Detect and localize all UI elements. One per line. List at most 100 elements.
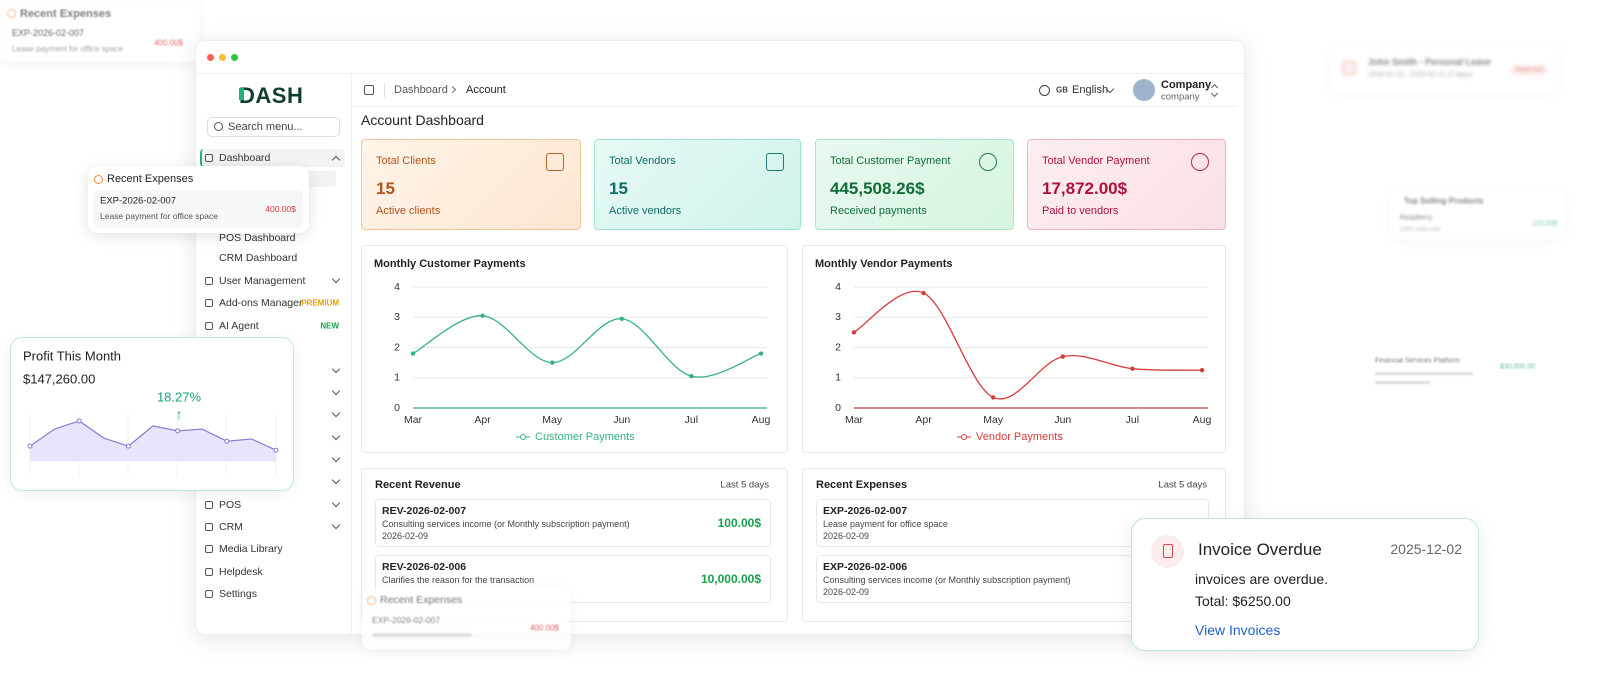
breadcrumb-sep (448, 85, 457, 94)
header-divider (384, 83, 385, 97)
x-tick-label: Mar (845, 414, 864, 426)
data-point (76, 418, 82, 424)
item-date: 2026-02-09 (823, 531, 870, 541)
stat-card: Total Vendors 15 Active vendors (594, 139, 801, 230)
card-period: Last 5 days (720, 479, 769, 491)
stat-card: Total Vendor Payment 17,872.00$ Paid to ve… (1027, 139, 1226, 230)
clock-icon (94, 175, 103, 184)
profit-amount: $147,260.00 (23, 371, 96, 387)
view-invoices-link[interactable]: View Invoices (1195, 622, 1281, 638)
expense-popup: Recent Expenses EXP-2026-02-007 Lease paym… (88, 166, 309, 233)
legend-swatch (961, 434, 967, 440)
placeholder-bar (1375, 372, 1473, 375)
stat-subtitle: Received payments (830, 205, 927, 217)
legend-swatch (520, 434, 526, 440)
invoice-total: Total: $6250.00 (1195, 593, 1291, 609)
chevron (331, 408, 341, 418)
invoice-icon-doc (1163, 544, 1173, 558)
invoice-title: Invoice Overdue (1198, 540, 1322, 559)
data-point (410, 351, 416, 356)
up-arrow: ↑ (175, 406, 183, 422)
chart: Monthly Vendor Payments 0 1 2 3 4 Mar Apr May Jun… (815, 258, 1211, 443)
data-point (480, 313, 485, 318)
nav-item: Settings (219, 588, 257, 600)
chevron (331, 364, 341, 374)
popup-title: Recent Expenses (107, 173, 194, 185)
x-tick-label: Jun (1054, 414, 1071, 426)
chevron (331, 498, 341, 508)
leave-title: John Smith - Personal Leave (1368, 57, 1492, 67)
x-tick-label: Mar (404, 414, 423, 426)
profit-change: 18.27% (156, 389, 202, 405)
stat-title: Total Vendor Payment (1042, 155, 1150, 167)
nav-badge: PREMIUM (301, 298, 339, 308)
invoice-card: Invoice Overdue 2025-12-02 invoices are ov… (1131, 518, 1479, 651)
x-tick-label: Aug (752, 414, 771, 426)
data-point (273, 447, 279, 453)
placeholder-bar (1375, 381, 1430, 384)
card-title: Recent Expenses (816, 479, 908, 491)
item-desc: Lease payment for office space (823, 519, 948, 529)
chart-card (361, 245, 788, 453)
clock-icon (367, 596, 376, 605)
stat-icon (546, 153, 564, 171)
data-point (550, 360, 555, 365)
nav-icon (205, 501, 213, 509)
chart-title: Monthly Customer Payments (374, 258, 526, 270)
data-point (1199, 367, 1205, 373)
item-id: REV-2026-02-006 (382, 561, 467, 573)
y-tick-label: 2 (835, 341, 841, 353)
y-tick-label: 1 (394, 372, 400, 384)
y-tick-label: 3 (394, 311, 400, 323)
nav-item: Helpdesk (219, 566, 263, 578)
invoice-message: invoices are overdue. (1195, 571, 1329, 587)
card-title: Recent Revenue (375, 479, 461, 491)
expense-id: EXP-2026-02-007 (100, 195, 177, 207)
line-series (412, 315, 762, 378)
nav-icon (205, 322, 213, 330)
data-point (1060, 354, 1065, 359)
language: English (1072, 84, 1109, 96)
nav-icon (205, 299, 213, 307)
user-name: Company (1161, 79, 1212, 91)
nav-icon (205, 154, 213, 162)
nav-item: User Management (219, 275, 306, 287)
logo: DASH (239, 83, 304, 108)
y-tick-label: 2 (394, 341, 400, 353)
y-tick-label: 0 (394, 402, 400, 414)
nav-item: Add-ons Manager (219, 297, 303, 309)
profit-card: Profit This Month $147,260.00 18.27% ↑ (10, 337, 294, 491)
expense-amount: 400.00$ (154, 38, 183, 48)
leave-dates: 2026-02-10 - 2026-02-11 (2 days) (1368, 71, 1473, 79)
nav-item: AI Agent (219, 320, 259, 332)
sparkline-line (29, 420, 277, 451)
window-dot (207, 54, 214, 61)
data-point (921, 290, 926, 296)
leave-status: Rejected (1510, 64, 1548, 76)
nav-icon (205, 590, 213, 598)
window-dot (231, 54, 238, 61)
item-amount: 100.00$ (717, 516, 761, 530)
product-amount: 115.00$ (1532, 220, 1557, 228)
user-menu-icon (1210, 89, 1219, 98)
nav-icon (205, 523, 213, 531)
stat-value: 15 (609, 179, 628, 198)
stat-value: 445,508.26$ (830, 179, 925, 198)
logo-accent (239, 88, 244, 100)
chevron (331, 386, 341, 396)
y-tick-label: 3 (835, 311, 841, 323)
nav-item: Media Library (219, 543, 283, 555)
search-box[interactable]: Search menu... (207, 117, 340, 137)
header-border (351, 106, 1238, 107)
chevron (331, 475, 341, 485)
x-tick-label: Apr (474, 414, 491, 426)
stat-card: Total Customer Payment 445,508.26$ Receive… (815, 139, 1014, 230)
sparkline (27, 414, 279, 476)
nav-sub-item: CRM Dashboard (219, 252, 298, 264)
area (30, 420, 276, 461)
item-id: EXP-2026-02-007 (823, 505, 908, 517)
expense-desc: Lease payment for office space (100, 211, 218, 221)
sidebar-toggle (364, 85, 374, 95)
card-period: Last 5 days (1158, 479, 1207, 491)
